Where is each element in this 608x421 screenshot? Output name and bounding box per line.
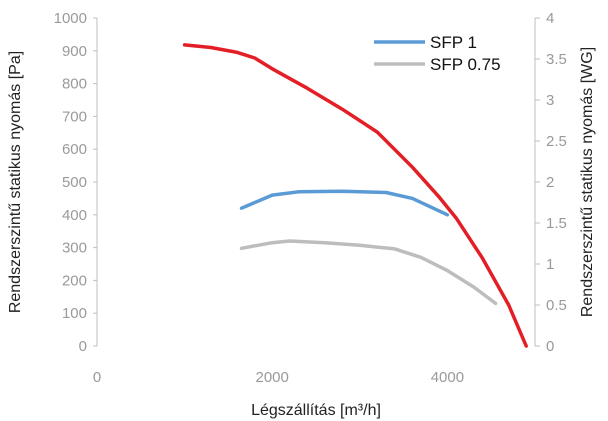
x-tick-label: 2000 (256, 369, 289, 386)
series-line-1 (239, 189, 450, 217)
y2-tick-label: 2.5 (546, 133, 567, 150)
y-tick-label: 800 (62, 76, 87, 93)
y2-tick-label: 1.5 (546, 215, 567, 232)
y-tick-labels: 0 100 200 300 400 500 600 700 800 900 1000 (54, 10, 97, 355)
y-tick-label: 1000 (54, 10, 87, 27)
y-tick-label: 600 (62, 141, 87, 158)
y2-tick-label: 1 (546, 256, 554, 273)
y-tick-label: 700 (62, 108, 87, 125)
legend-label-1: SFP 1 (430, 33, 477, 52)
x-tick-label: 4000 (431, 369, 464, 386)
y2-tick-label: 3.5 (546, 51, 567, 68)
y-tick-label: 300 (62, 240, 87, 257)
y-tick-label: 900 (62, 43, 87, 60)
y2-tick-label: 4 (546, 10, 554, 27)
x-axis-title: Légszállítás [m³/h] (251, 402, 381, 419)
x-tick-labels: 0 2000 4000 (93, 369, 464, 386)
y-axis-title: Rendszerszintű statikus nyomás [Pa] (7, 51, 24, 313)
series-lines (182, 43, 528, 348)
y-tick-label: 500 (62, 174, 87, 191)
series-line-0 (182, 43, 528, 348)
y2-axis-title: Rendszerszintű statikus nyomás [WG] (579, 47, 596, 317)
y2-tick-label: 2 (546, 174, 554, 191)
y2-tick-label: 0 (546, 338, 554, 355)
legend: SFP 1 SFP 0.75 (374, 33, 501, 74)
y-tick-label: 0 (79, 338, 87, 355)
legend-label-2: SFP 0.75 (430, 55, 501, 74)
y2-tick-label: 0.5 (546, 297, 567, 314)
y2-tick-labels: 0 0.5 1 1.5 2 2.5 3 3.5 4 (535, 10, 567, 355)
y2-tick-label: 3 (546, 92, 554, 109)
y-tick-label: 400 (62, 207, 87, 224)
y-tick-label: 200 (62, 272, 87, 289)
x-tick-label: 0 (93, 369, 101, 386)
y-tick-label: 100 (62, 305, 87, 322)
series-line-2 (239, 239, 498, 306)
